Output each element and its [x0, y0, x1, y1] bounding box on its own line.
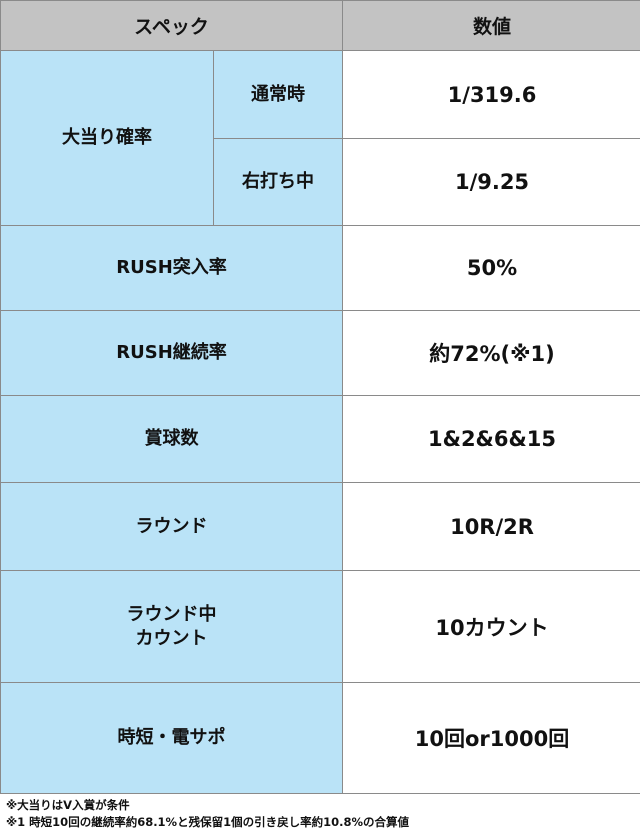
row-label-line1: ラウンド中 [126, 603, 217, 625]
row-label: RUSH継続率 [0, 310, 344, 396]
header-row: スペック 数値 [0, 0, 640, 51]
row-label: 時短・電サポ [0, 682, 344, 794]
table-row: 時短・電サポ 10回or1000回 [0, 682, 640, 794]
row-value: 50% [342, 225, 640, 311]
row-label-line2: カウント [135, 627, 208, 649]
row-label: 賞球数 [0, 395, 344, 483]
footnote: ※1 時短10回の継続率約68.1%と残保留1個の引き戻し率約10.8%の合算値 [6, 815, 409, 829]
table-row: 賞球数 1&2&6&15 [0, 395, 640, 483]
row-value: 10R/2R [342, 482, 640, 571]
jackpot-label: 大当り確率 [0, 50, 214, 226]
row-label: ラウンド [0, 482, 344, 571]
right-label: 右打ち中 [212, 138, 344, 226]
row-label: ラウンド中 カウント [0, 570, 344, 683]
normal-label: 通常時 [212, 50, 344, 139]
row-value: 10回or1000回 [342, 682, 640, 794]
normal-value: 1/319.6 [342, 50, 640, 139]
header-value: 数値 [342, 0, 640, 51]
right-value: 1/9.25 [342, 138, 640, 226]
header-spec: スペック [0, 0, 344, 51]
row-label: RUSH突入率 [0, 225, 344, 311]
table-row: 大当り確率 通常時 1/319.6 [0, 50, 640, 226]
row-value: 1&2&6&15 [342, 395, 640, 483]
footnotes: ※大当りはV入賞が条件 ※1 時短10回の継続率約68.1%と残保留1個の引き戻… [6, 797, 409, 831]
table-row: RUSH継続率 約72%(※1) [0, 310, 640, 396]
table-row: ラウンド中 カウント 10カウント [0, 570, 640, 683]
table-row: ラウンド 10R/2R [0, 482, 640, 571]
row-value: 10カウント [342, 570, 640, 683]
spec-table: スペック 数値 大当り確率 通常時 1/319.6 右打ち中 1/9.25 RU… [0, 0, 640, 794]
table-row: RUSH突入率 50% [0, 225, 640, 311]
footnote: ※大当りはV入賞が条件 [6, 798, 130, 812]
row-value: 約72%(※1) [342, 310, 640, 396]
